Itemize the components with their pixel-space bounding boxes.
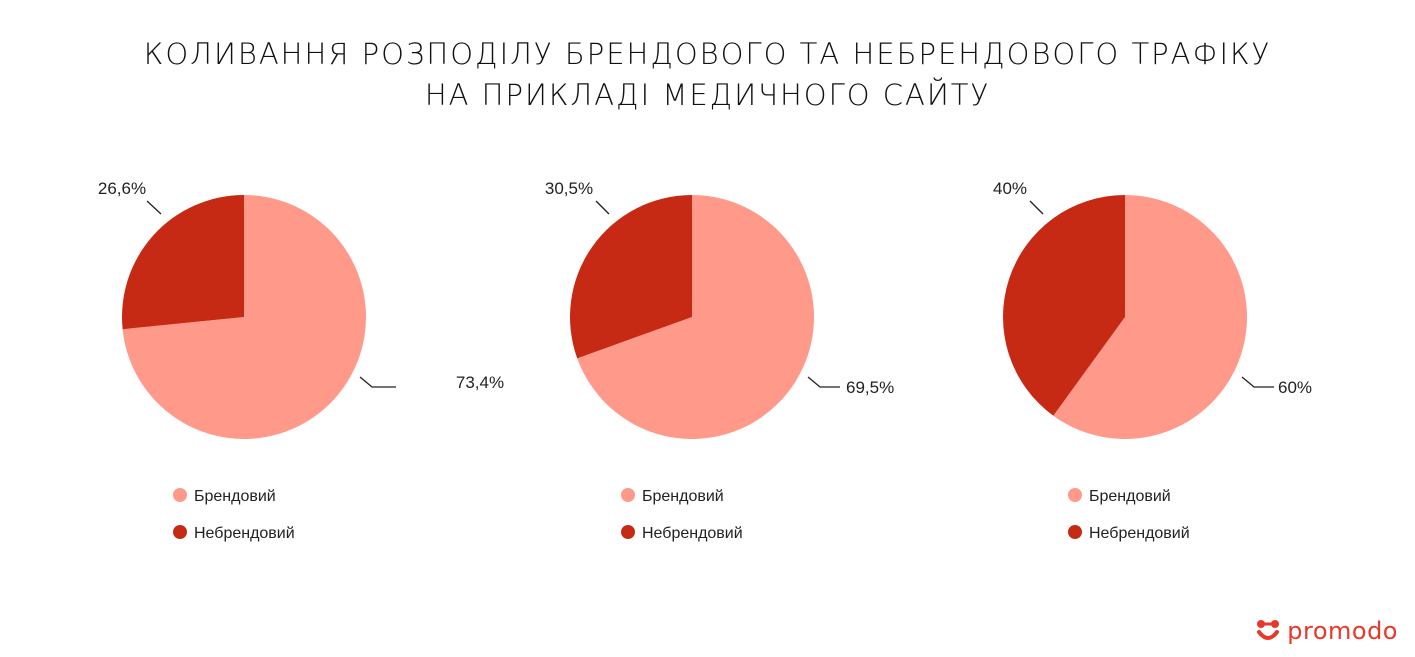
legend-swatch-branded	[1068, 488, 1082, 502]
data-label-nonbranded: 26,6%	[98, 179, 146, 198]
legend-swatch-nonbranded	[1068, 525, 1082, 539]
pie-slice-nonbranded	[1002, 195, 1125, 416]
promodo-logo-icon	[1257, 620, 1280, 640]
leader-line-nonbranded	[1029, 200, 1044, 215]
pie-slice-nonbranded	[122, 195, 244, 330]
leader-line-branded	[359, 376, 396, 388]
legend-swatch-nonbranded	[173, 525, 187, 539]
data-label-branded: 69,5%	[846, 378, 894, 397]
legend-label-branded: Брендовий	[1089, 488, 1171, 505]
pie-slice-branded	[1053, 195, 1247, 439]
leader-line-nonbranded	[595, 200, 610, 215]
legend-swatch-branded	[621, 488, 635, 502]
legend-label-nonbranded: Небрендовий	[194, 525, 295, 542]
data-label-branded: 73,4%	[456, 373, 504, 392]
pie-chart-3: 60% 40% Брендовий Небрендовий	[993, 179, 1312, 542]
legend-label-nonbranded: Небрендовий	[642, 525, 743, 542]
legend-swatch-nonbranded	[621, 525, 635, 539]
pie-slice-branded	[122, 195, 366, 439]
leader-line-nonbranded	[146, 200, 162, 215]
pie-slice-branded	[577, 195, 814, 439]
pie-slice-nonbranded	[570, 195, 692, 359]
chart-title-line-1: КОЛИВАННЯ РОЗПОДІЛУ БРЕНДОВОГО ТА НЕБРЕН…	[143, 37, 1272, 71]
data-label-branded: 60%	[1278, 378, 1312, 397]
chart-title: КОЛИВАННЯ РОЗПОДІЛУ БРЕНДОВОГО ТА НЕБРЕН…	[0, 34, 1415, 116]
leader-line-branded	[1241, 376, 1274, 388]
chart-title-line-2: НА ПРИКЛАДІ МЕДИЧНОГО САЙТУ	[424, 78, 991, 112]
promodo-logo-text: promodo	[1287, 617, 1398, 645]
data-label-nonbranded: 30,5%	[545, 179, 593, 198]
legend-label-branded: Брендовий	[642, 488, 724, 505]
pie-chart-1: 73,4% 26,6% Брендовий Небрендовий	[98, 179, 504, 542]
legend-label-nonbranded: Небрендовий	[1089, 525, 1190, 542]
promodo-brand: promodo	[1255, 617, 1398, 645]
leader-line-branded	[807, 376, 840, 388]
legend-label-branded: Брендовий	[194, 488, 276, 505]
legend-swatch-branded	[173, 488, 187, 502]
pie-chart-2: 69,5% 30,5% Брендовий Небрендовий	[545, 179, 894, 542]
data-label-nonbranded: 40%	[993, 179, 1027, 198]
